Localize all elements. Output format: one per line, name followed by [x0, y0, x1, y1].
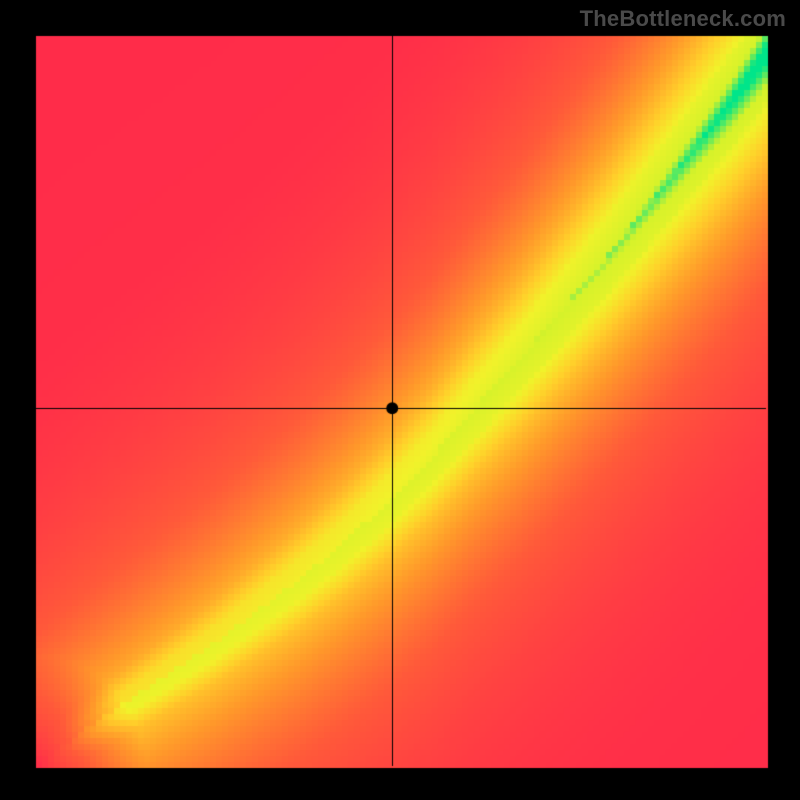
- bottleneck-heatmap: [0, 0, 800, 800]
- watermark-text: TheBottleneck.com: [580, 6, 786, 32]
- chart-frame: TheBottleneck.com: [0, 0, 800, 800]
